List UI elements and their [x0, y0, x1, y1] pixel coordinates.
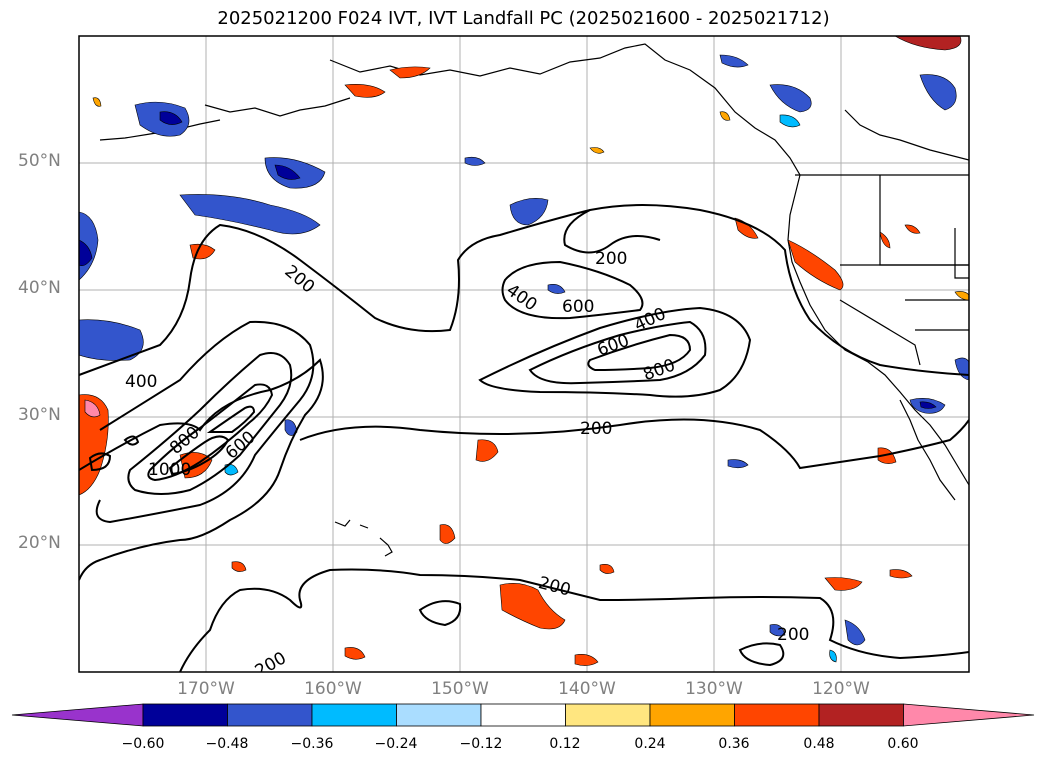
map-area: 200 200 200 200 200 200 400 400 400 600 …: [79, 36, 969, 682]
colorbar-extend-min: [11, 703, 144, 727]
lat-label-30n: 30°N: [18, 405, 61, 425]
contour-label: 600: [595, 331, 632, 361]
map-frame: [78, 35, 970, 673]
colorbar-segment: [142, 703, 228, 727]
contour-label: 200: [252, 648, 290, 682]
colorbar-segment: [649, 703, 735, 727]
lon-label-170w: 170°W: [177, 679, 235, 699]
colorbar-tick-label: 0.36: [718, 736, 750, 752]
contour-label: 400: [125, 372, 157, 392]
colorbar-tick-label: −0.12: [459, 736, 503, 752]
contour-label: 200: [595, 249, 627, 269]
colorbar-segment: [818, 703, 904, 727]
colorbar-tick-label: 0.48: [803, 736, 835, 752]
lat-label-20n: 20°N: [18, 533, 61, 553]
colorbar-segment: [396, 703, 482, 727]
colorbar: [11, 703, 1035, 727]
colorbar-tick-label: −0.60: [121, 736, 165, 752]
contour-label: 200: [281, 261, 319, 297]
colorbar-segment: [227, 703, 313, 727]
contour-label: 400: [503, 280, 541, 315]
colorbar-tick-label: 0.24: [634, 736, 666, 752]
colorbar-tick-label: −0.24: [374, 736, 418, 752]
contour-label: 200: [777, 625, 809, 645]
gridlines: [79, 36, 969, 672]
colorbar-tick-label: 0.12: [549, 736, 581, 752]
land-outlines: [99, 43, 969, 557]
colorbar-segment: [311, 703, 397, 727]
lon-label-140w: 140°W: [558, 679, 616, 699]
colorbar-extend-max: [903, 703, 1035, 727]
contour-label: 400: [631, 304, 669, 336]
contour-label: 600: [562, 297, 594, 317]
lon-label-120w: 120°W: [812, 679, 870, 699]
lon-label-130w: 130°W: [685, 679, 743, 699]
contour-label: 200: [580, 419, 612, 439]
lon-label-150w: 150°W: [431, 679, 489, 699]
contour-label: 800: [641, 355, 678, 385]
ivt-shading: [79, 36, 969, 666]
colorbar-tick-label: 0.60: [887, 736, 919, 752]
lat-label-50n: 50°N: [18, 151, 61, 171]
colorbar-tick-label: −0.48: [205, 736, 249, 752]
colorbar-segment: [565, 703, 651, 727]
colorbar-segment: [480, 703, 566, 727]
lat-label-40n: 40°N: [18, 278, 61, 298]
ivt-contours: [79, 204, 969, 672]
contour-label: 1000: [148, 460, 191, 480]
colorbar-segment: [734, 703, 820, 727]
lon-label-160w: 160°W: [304, 679, 362, 699]
figure-title: 2025021200 F024 IVT, IVT Landfall PC (20…: [217, 8, 830, 29]
colorbar-tick-label: −0.36: [290, 736, 334, 752]
